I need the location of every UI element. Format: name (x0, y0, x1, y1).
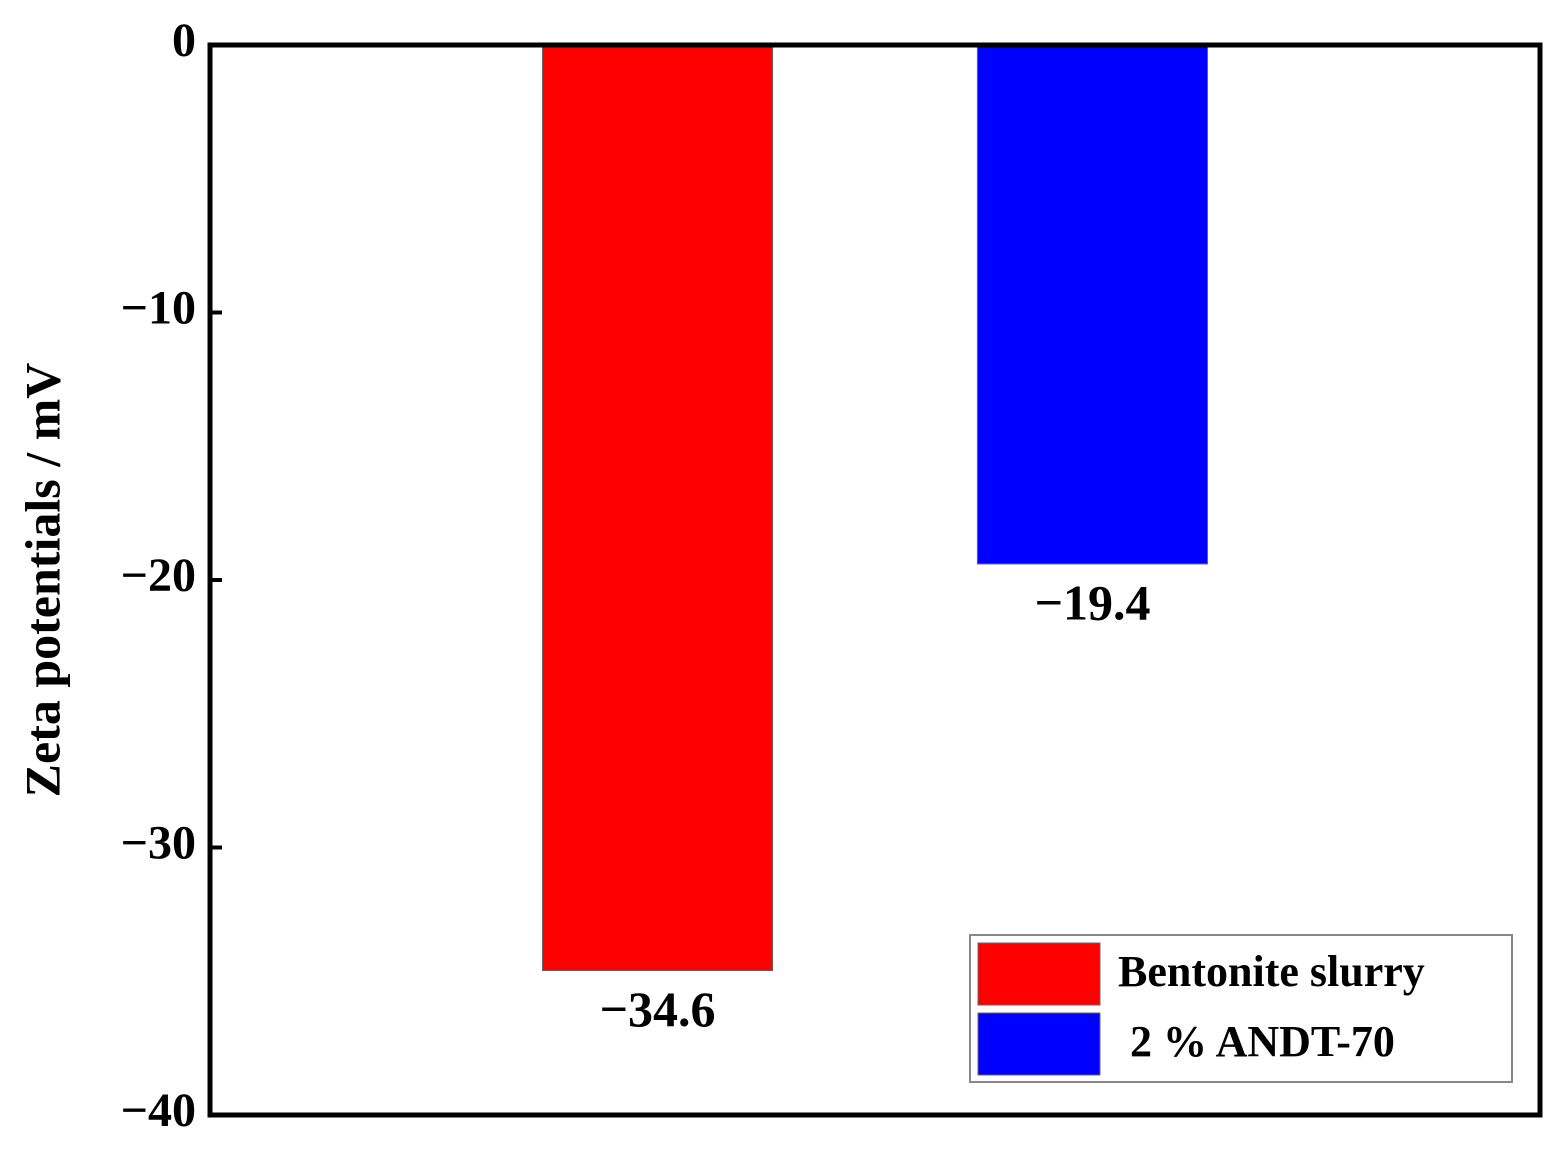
value-label: −19.4 (1034, 574, 1150, 630)
y-tick-label: −40 (121, 1084, 196, 1137)
y-tick-label: −30 (121, 817, 196, 870)
plot-frame (207, 42, 1543, 1118)
value-label: −34.6 (600, 981, 716, 1037)
legend-swatch (977, 942, 1101, 1006)
y-tick-label: 0 (172, 14, 196, 67)
y-tick-label: −20 (121, 549, 196, 602)
legend-label: 2 % ANDT-70 (1130, 1017, 1395, 1066)
y-axis-label: Zeta potentials / mV (14, 363, 70, 798)
bar (542, 44, 774, 972)
legend-label: Bentonite slurry (1118, 947, 1425, 996)
bar (976, 44, 1208, 565)
legend-swatch (977, 1012, 1101, 1076)
y-tick-label: −10 (121, 282, 196, 335)
